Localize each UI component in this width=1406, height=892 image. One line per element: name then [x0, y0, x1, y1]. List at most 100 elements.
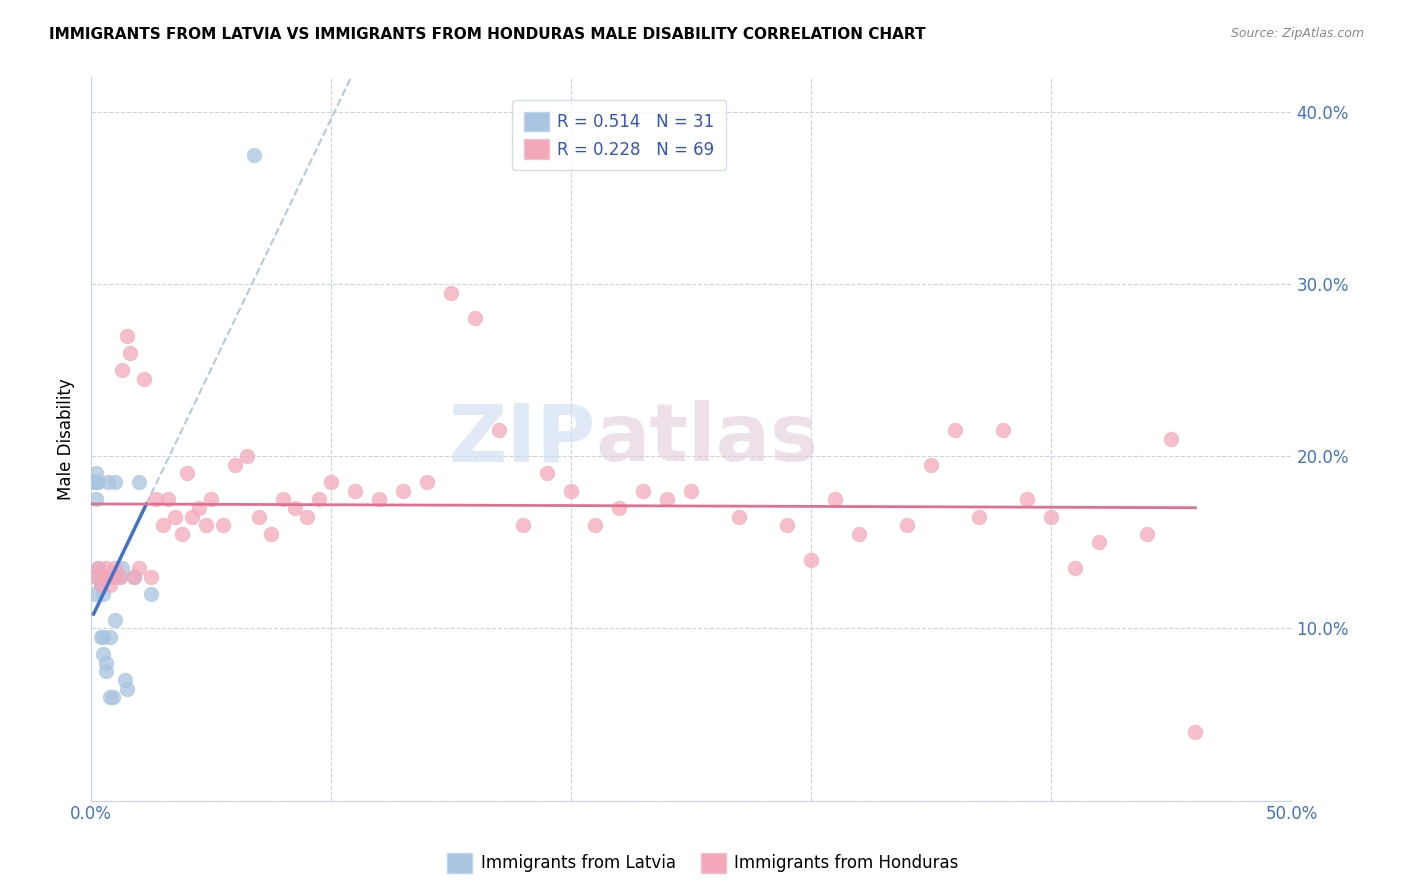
- Point: [114, 673, 136, 687]
- Point: [98, 578, 121, 592]
- Point: [260, 526, 283, 541]
- Point: [440, 285, 463, 300]
- Point: [104, 475, 127, 489]
- Point: [896, 518, 918, 533]
- Point: [101, 690, 124, 705]
- Point: [824, 492, 846, 507]
- Point: [156, 492, 179, 507]
- Point: [84, 570, 107, 584]
- Point: [308, 492, 330, 507]
- Point: [512, 518, 534, 533]
- Point: [124, 570, 146, 584]
- Point: [94, 561, 117, 575]
- Point: [368, 492, 391, 507]
- Point: [416, 475, 439, 489]
- Point: [188, 500, 211, 515]
- Point: [97, 475, 120, 489]
- Point: [195, 518, 218, 533]
- Point: [115, 328, 138, 343]
- Point: [128, 475, 150, 489]
- Point: [657, 492, 679, 507]
- Text: ZIP: ZIP: [449, 400, 595, 478]
- Point: [87, 570, 110, 584]
- Point: [1088, 535, 1111, 549]
- Point: [243, 148, 266, 162]
- Text: IMMIGRANTS FROM LATVIA VS IMMIGRANTS FROM HONDURAS MALE DISABILITY CORRELATION C: IMMIGRANTS FROM LATVIA VS IMMIGRANTS FRO…: [49, 27, 925, 42]
- Point: [91, 630, 114, 644]
- Point: [969, 509, 991, 524]
- Point: [104, 561, 127, 575]
- Point: [87, 475, 110, 489]
- Point: [115, 681, 138, 696]
- Point: [920, 458, 942, 472]
- Point: [124, 570, 146, 584]
- Point: [848, 526, 870, 541]
- Point: [943, 424, 966, 438]
- Point: [108, 570, 131, 584]
- Point: [681, 483, 703, 498]
- Point: [181, 509, 204, 524]
- Point: [536, 467, 558, 481]
- Point: [344, 483, 367, 498]
- Point: [236, 449, 259, 463]
- Point: [728, 509, 751, 524]
- Point: [97, 570, 120, 584]
- Point: [152, 518, 174, 533]
- Point: [145, 492, 167, 507]
- Point: [295, 509, 318, 524]
- Point: [98, 630, 121, 644]
- Point: [87, 561, 110, 575]
- Legend: R = 0.514   N = 31, R = 0.228   N = 69: R = 0.514 N = 31, R = 0.228 N = 69: [512, 100, 727, 170]
- Point: [176, 467, 198, 481]
- Point: [1040, 509, 1063, 524]
- Point: [776, 518, 799, 533]
- Point: [94, 656, 117, 670]
- Point: [165, 509, 187, 524]
- Point: [172, 526, 194, 541]
- Point: [84, 475, 107, 489]
- Point: [247, 509, 270, 524]
- Point: [1064, 561, 1087, 575]
- Point: [464, 311, 486, 326]
- Point: [128, 561, 150, 575]
- Point: [90, 630, 112, 644]
- Point: [104, 613, 127, 627]
- Point: [271, 492, 294, 507]
- Point: [607, 500, 630, 515]
- Point: [488, 424, 510, 438]
- Point: [111, 363, 134, 377]
- Point: [633, 483, 655, 498]
- Point: [141, 570, 163, 584]
- Point: [111, 561, 134, 575]
- Point: [118, 346, 141, 360]
- Point: [83, 587, 105, 601]
- Point: [1184, 724, 1206, 739]
- Point: [141, 587, 163, 601]
- Point: [800, 552, 823, 566]
- Point: [84, 492, 107, 507]
- Point: [392, 483, 415, 498]
- Point: [91, 587, 114, 601]
- Text: Source: ZipAtlas.com: Source: ZipAtlas.com: [1230, 27, 1364, 40]
- Point: [224, 458, 246, 472]
- Point: [98, 690, 121, 705]
- Point: [90, 578, 112, 592]
- Point: [321, 475, 343, 489]
- Text: atlas: atlas: [595, 400, 818, 478]
- Point: [200, 492, 222, 507]
- Y-axis label: Male Disability: Male Disability: [58, 378, 75, 500]
- Point: [90, 570, 112, 584]
- Point: [97, 570, 120, 584]
- Point: [1160, 432, 1182, 446]
- Point: [284, 500, 307, 515]
- Point: [94, 665, 117, 679]
- Point: [583, 518, 606, 533]
- Point: [560, 483, 582, 498]
- Point: [993, 424, 1015, 438]
- Point: [1017, 492, 1039, 507]
- Point: [1136, 526, 1159, 541]
- Point: [108, 570, 131, 584]
- Point: [91, 647, 114, 661]
- Point: [84, 467, 107, 481]
- Point: [90, 578, 112, 592]
